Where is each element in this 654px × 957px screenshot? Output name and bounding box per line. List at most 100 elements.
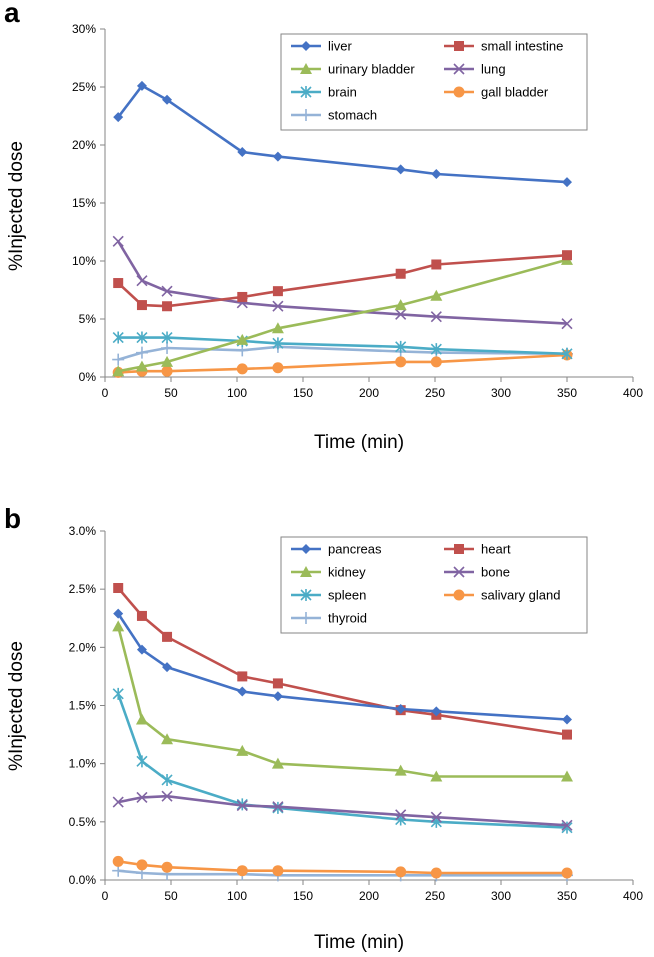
panel-a-line-small-intestine bbox=[117, 253, 568, 308]
panel-b-y-tick-label: 0.0% bbox=[69, 873, 97, 887]
panel-a-point-gall-bladder bbox=[430, 356, 442, 368]
panel-b-point-kidney bbox=[394, 764, 407, 776]
panel-a-x-tick-label: 150 bbox=[293, 386, 313, 400]
panel-a-legend-item-stomach: stomach bbox=[291, 108, 377, 123]
panel-b-legend-item-salivary-gland: salivary gland bbox=[444, 588, 561, 603]
panel-b-legend-box bbox=[280, 536, 588, 634]
panel-a-point-small-intestine bbox=[162, 301, 173, 312]
panel-a-point-liver bbox=[136, 80, 147, 91]
panel-b-point-kidney bbox=[112, 620, 125, 632]
panel-a-x-tick-label: 0 bbox=[102, 386, 109, 400]
panel-b-line-spleen bbox=[116, 693, 568, 829]
panel-a-y-axis-label: %Injected dose bbox=[6, 141, 27, 271]
panel-b-point-salivary-gland bbox=[395, 866, 407, 878]
panel-a-legend-label: lung bbox=[481, 62, 506, 77]
panel-b-point-pancreas bbox=[272, 691, 283, 702]
panel-a-series-lung bbox=[112, 235, 573, 330]
panel-b-point-heart bbox=[136, 610, 147, 621]
panel-b-legend-label: salivary gland bbox=[481, 588, 561, 603]
panel-b-y-tick-label: 2.0% bbox=[69, 640, 97, 654]
panel-a-point-urinary-bladder bbox=[135, 360, 148, 372]
panel-a-line-lung bbox=[117, 240, 568, 325]
panel-b-series-kidney bbox=[112, 620, 573, 782]
panel-a-x-tick-label: 350 bbox=[557, 386, 577, 400]
panel-b-point-kidney bbox=[271, 757, 284, 769]
panel-b-legend-label: pancreas bbox=[328, 542, 382, 557]
panel-b-y-tick-label: 0.5% bbox=[69, 815, 97, 829]
panel-b-legend-marker bbox=[300, 612, 312, 624]
panel-b-x-ticks: 0 50 100 150 200 250 300 350 400 bbox=[102, 880, 643, 903]
panel-a-chart: a 0 50 100 150 200 250 300 350 400 0% 5% 10% 15% 20%… bbox=[4, 0, 643, 453]
panel-a-point-brain bbox=[272, 337, 284, 350]
panel-b-point-pancreas bbox=[237, 686, 248, 697]
panel-a-legend-marker bbox=[453, 63, 465, 75]
panel-b-line-kidney bbox=[116, 626, 567, 778]
panel-b-point-bone bbox=[136, 791, 148, 803]
panel-a-point-brain bbox=[112, 331, 124, 344]
panel-b-y-tick-label: 3.0% bbox=[69, 524, 97, 538]
panel-b-point-salivary-gland bbox=[161, 861, 173, 873]
panel-b-legend-item-pancreas: pancreas bbox=[291, 542, 382, 557]
panel-b-point-heart bbox=[237, 671, 248, 682]
panel-b-point-bone bbox=[395, 809, 407, 821]
panel-b-legend-marker bbox=[301, 544, 311, 554]
panel-b-x-tick-label: 400 bbox=[623, 889, 643, 903]
panel-a-legend-label: urinary bladder bbox=[328, 62, 415, 77]
panel-a-point-brain bbox=[161, 331, 173, 344]
panel-a-point-stomach bbox=[112, 353, 125, 366]
panel-b-point-heart bbox=[272, 678, 283, 689]
panel-b-point-spleen bbox=[161, 773, 173, 786]
panel-a-legend-item-small-intestine: small intestine bbox=[444, 39, 563, 54]
panel-b-point-salivary-gland bbox=[561, 867, 573, 879]
panel-b-point-pancreas bbox=[162, 662, 173, 673]
panel-a-point-gall-bladder bbox=[272, 362, 284, 374]
panel-a-legend-marker bbox=[300, 63, 312, 74]
panel-b-point-pancreas bbox=[431, 706, 442, 717]
panel-a-point-small-intestine bbox=[113, 278, 124, 289]
panel-b-x-axis-label: Time (min) bbox=[314, 932, 404, 953]
panel-b-legend-marker bbox=[453, 566, 465, 578]
panel-b-x-tick-label: 0 bbox=[102, 889, 109, 903]
panel-b-legend-item-thyroid: thyroid bbox=[291, 611, 367, 626]
panel-b-legend-item-heart: heart bbox=[444, 542, 511, 557]
panel-a-series-liver bbox=[113, 80, 572, 188]
panel-a-x-axis-label: Time (min) bbox=[314, 432, 404, 453]
panel-a-point-gall-bladder bbox=[236, 363, 248, 375]
panel-b-point-kidney bbox=[236, 744, 249, 756]
panel-b-point-salivary-gland bbox=[430, 867, 442, 879]
panel-a-legend-label: liver bbox=[328, 39, 353, 54]
panel-b-series-pancreas bbox=[113, 608, 572, 725]
panel-b-legend-item-spleen: spleen bbox=[291, 588, 366, 603]
panel-b-x-tick-label: 200 bbox=[359, 889, 379, 903]
panel-b-legend-marker bbox=[300, 589, 312, 601]
panel-a-y-tick-label: 15% bbox=[72, 196, 96, 210]
panel-a-legend-item-lung: lung bbox=[444, 62, 506, 77]
panel-b-legend-marker bbox=[454, 544, 464, 554]
panel-a-legend-item-urinary-bladder: urinary bladder bbox=[291, 62, 415, 77]
panel-a-y-tick-label: 20% bbox=[72, 138, 96, 152]
panel-b-point-heart bbox=[562, 729, 572, 740]
panel-a-legend: liver small intestine urinary bladder lung b… bbox=[280, 33, 588, 131]
panel-a-line-brain bbox=[118, 336, 568, 356]
panel-a-y-tick-label: 0% bbox=[79, 370, 97, 384]
panel-b-legend-label: kidney bbox=[328, 565, 366, 580]
panel-a-point-gall-bladder bbox=[161, 365, 173, 377]
panel-a-point-lung bbox=[136, 275, 148, 287]
panel-a-point-urinary-bladder bbox=[112, 365, 125, 377]
panel-b-point-kidney bbox=[430, 770, 443, 782]
panel-a-point-lung bbox=[561, 318, 573, 330]
panel-a-legend-marker bbox=[454, 41, 464, 51]
panel-b-x-tick-label: 350 bbox=[557, 889, 577, 903]
panel-a-legend-marker bbox=[300, 86, 312, 98]
panel-b-chart: b 0 50 100 150 200 250 300 350 400 0.0% 0.5% 1.0% 1… bbox=[4, 503, 643, 953]
panel-b-point-pancreas bbox=[395, 703, 406, 714]
panel-b-point-heart bbox=[162, 631, 173, 642]
panel-a-point-lung bbox=[161, 285, 173, 297]
panel-a-point-urinary-bladder bbox=[394, 299, 407, 311]
panel-a-point-small-intestine bbox=[237, 291, 248, 302]
panel-b-y-tick-label: 2.5% bbox=[69, 582, 97, 596]
panel-b-legend-item-kidney: kidney bbox=[291, 565, 366, 580]
panel-b-point-salivary-gland bbox=[112, 855, 124, 867]
panel-a-letter: a bbox=[4, 0, 20, 28]
